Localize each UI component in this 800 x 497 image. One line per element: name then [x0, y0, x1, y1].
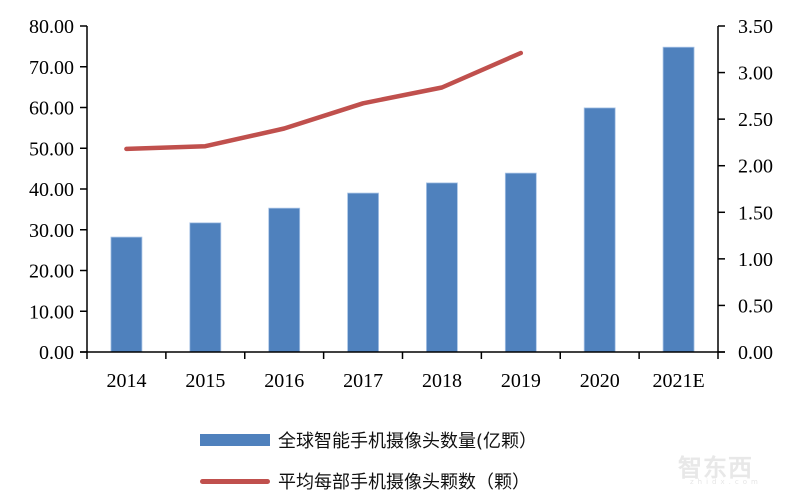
left-axis-ticks: 0.00 10.00 20.00 30.00 40.00 50.00 60.00 70.00 8… [29, 16, 87, 364]
legend-bar-label: 全球智能手机摄像头数量(亿颗） [278, 431, 538, 452]
bar-2016 [268, 207, 301, 353]
right-tick-label: 0.50 [738, 295, 773, 317]
watermark-logo: 智东西 [678, 454, 753, 482]
bar-2017 [347, 192, 379, 353]
legend-line-label: 平均每部手机摄像头颗数（颗） [278, 472, 530, 493]
right-tick-label: 2.50 [738, 109, 773, 131]
bar-2018 [426, 182, 458, 353]
x-tick-label: 2019 [501, 370, 541, 392]
x-tick-label: 2017 [343, 370, 383, 392]
bar-2019 [504, 172, 537, 353]
left-tick-label: 70.00 [29, 57, 74, 79]
bar-2015 [189, 222, 222, 353]
x-tick-label: 2021E [652, 370, 704, 392]
right-tick-label: 0.00 [738, 342, 773, 364]
left-tick-label: 80.00 [29, 16, 74, 38]
left-tick-label: 10.00 [29, 301, 74, 323]
legend-item-line: 平均每部手机摄像头颗数（颗） [200, 468, 530, 494]
bar-2020 [583, 107, 616, 353]
right-tick-label: 3.50 [738, 16, 773, 38]
bar-2021E [662, 46, 695, 353]
legend-item-bar: 全球智能手机摄像头数量(亿颗） [200, 427, 537, 453]
legend-line-swatch-icon [200, 478, 270, 484]
bar-series [110, 46, 695, 353]
x-tick-label: 2015 [185, 370, 225, 392]
right-tick-label: 3.00 [738, 63, 773, 85]
combo-chart: 0.00 10.00 20.00 30.00 40.00 50.00 60.00 70.00 8… [29, 16, 773, 392]
line-series [124, 50, 524, 152]
legend-bar-swatch-icon [200, 434, 270, 446]
left-tick-label: 20.00 [29, 261, 74, 283]
right-tick-label: 2.00 [738, 156, 773, 178]
x-tick-label: 2018 [422, 370, 462, 392]
left-tick-label: 60.00 [29, 98, 74, 120]
x-tick-label: 2016 [264, 370, 304, 392]
left-tick-label: 30.00 [29, 220, 74, 242]
left-tick-label: 40.00 [29, 179, 74, 201]
right-tick-label: 1.00 [738, 249, 773, 271]
x-tick-label: 2020 [580, 370, 620, 392]
bar-2014 [110, 236, 143, 353]
right-tick-label: 1.50 [738, 202, 773, 224]
left-tick-label: 0.00 [39, 342, 74, 364]
watermark-url: zhidx.com [690, 478, 762, 486]
x-axis-ticks: 2014 2015 2016 2017 2018 2019 2020 2021E [86, 352, 719, 392]
left-tick-label: 50.00 [29, 138, 74, 160]
x-tick-label: 2014 [106, 370, 146, 392]
right-axis-ticks: 0.00 0.50 1.00 1.50 2.00 2.50 3.00 3.50 [718, 16, 773, 364]
